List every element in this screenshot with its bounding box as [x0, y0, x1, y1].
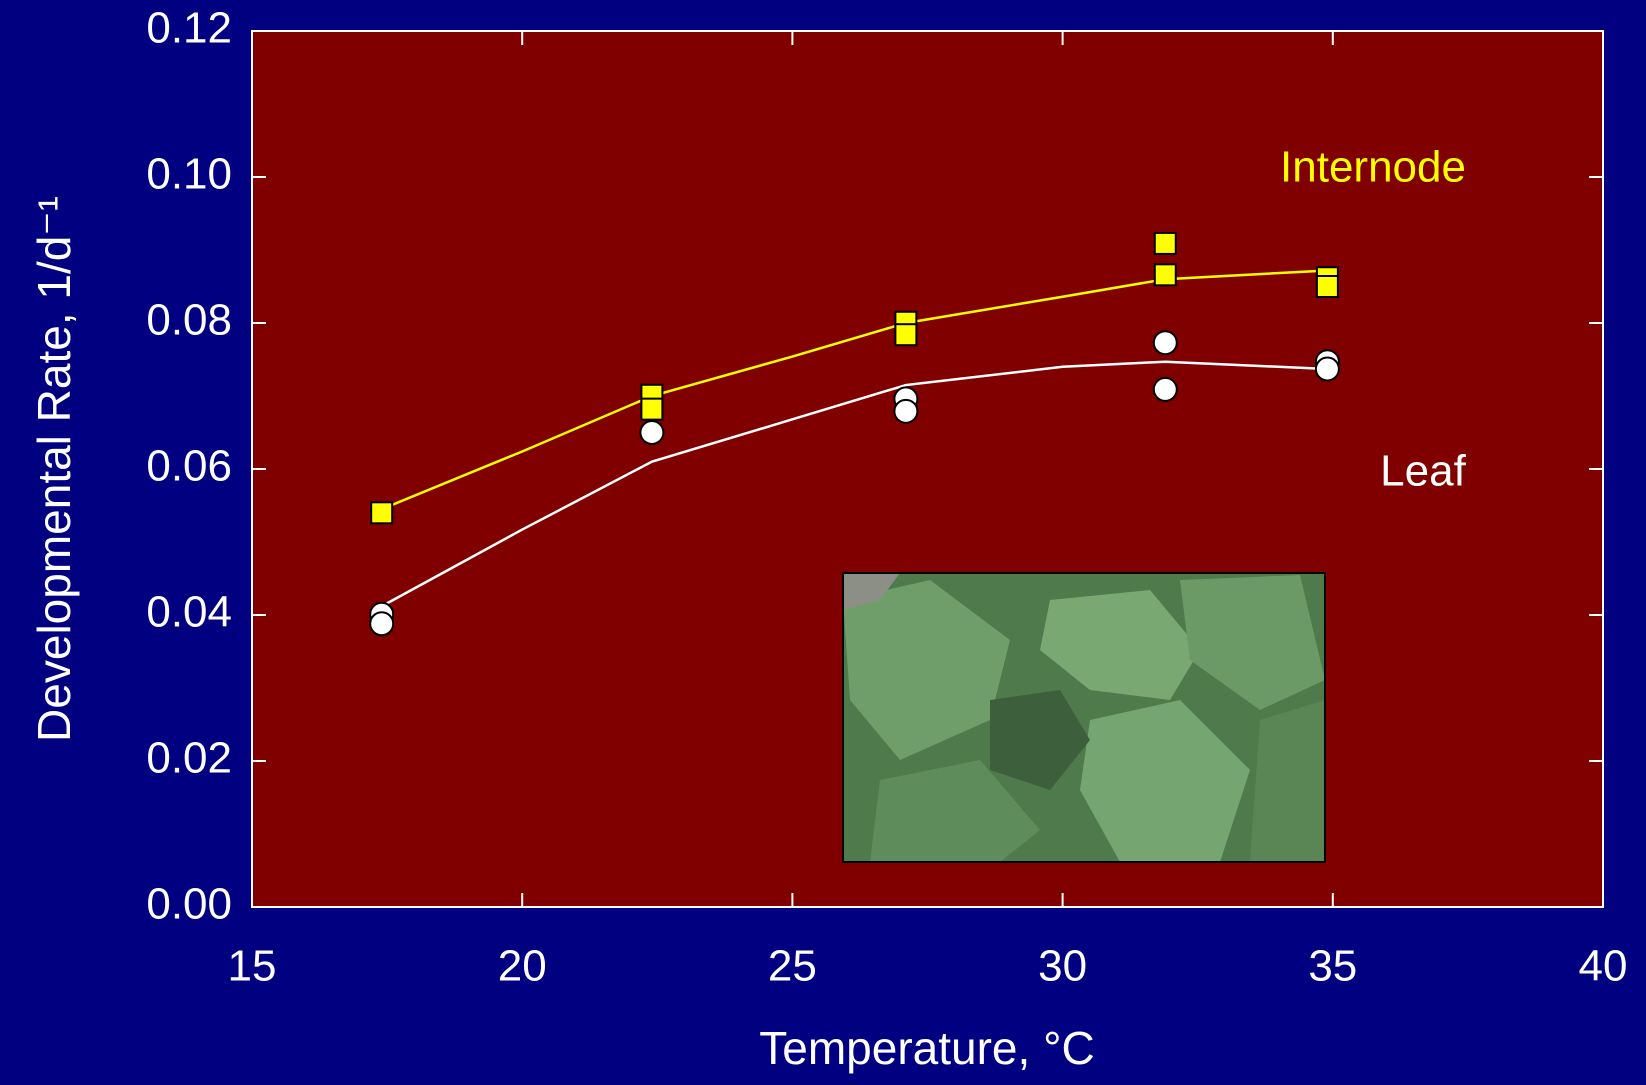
point — [369, 611, 395, 637]
plot-frame — [251, 30, 1604, 908]
series-label: Leaf — [1380, 447, 1466, 496]
point — [1152, 376, 1178, 402]
fit-line — [381, 360, 1328, 608]
point — [1314, 356, 1340, 382]
point — [1315, 275, 1339, 298]
y-tick-label: 0.06 — [146, 442, 232, 491]
y-tick-label: 0.02 — [146, 734, 232, 783]
point — [639, 420, 665, 445]
series-label: Internode — [1280, 143, 1466, 192]
point — [1152, 330, 1178, 356]
y-tick-label: 0.10 — [146, 150, 232, 199]
x-tick-label: 20 — [498, 942, 547, 991]
x-tick-label: 40 — [1579, 942, 1628, 991]
fit-line — [381, 269, 1328, 511]
point — [1153, 263, 1177, 287]
x-tick-label: 30 — [1038, 942, 1087, 991]
point — [1153, 231, 1177, 255]
point — [893, 398, 919, 424]
photo-inset — [842, 572, 1326, 863]
y-axis-label: Developmental Rate, 1/d⁻¹ — [28, 196, 80, 742]
point — [640, 397, 664, 421]
point — [894, 323, 918, 347]
x-tick-label: 15 — [228, 942, 277, 991]
y-tick-label: 0.04 — [146, 588, 232, 637]
x-axis-label: Temperature, °C — [759, 1022, 1094, 1074]
y-tick-label: 0.00 — [146, 880, 232, 929]
x-tick-label: 25 — [768, 942, 817, 991]
x-tick-label: 35 — [1308, 942, 1357, 991]
point — [370, 501, 394, 525]
y-tick-label: 0.12 — [146, 4, 232, 53]
y-tick-label: 0.08 — [146, 296, 232, 345]
